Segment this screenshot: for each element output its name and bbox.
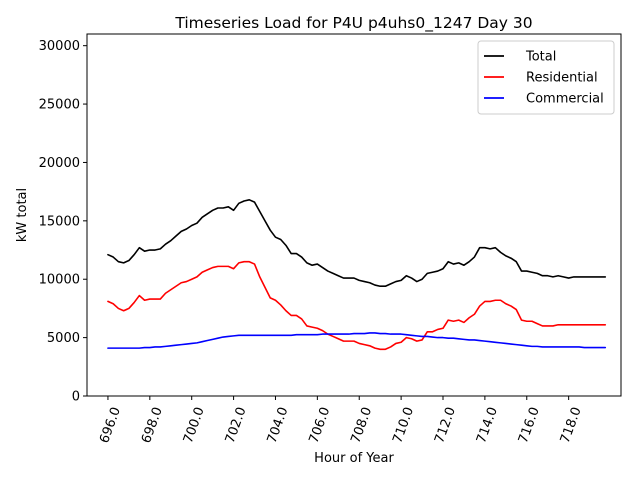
series-line-commercial — [107, 332, 607, 349]
series-line-total — [107, 199, 607, 288]
legend-label-commercial: Commercial — [526, 92, 604, 107]
x-tick-label: 702.0 — [223, 405, 250, 445]
x-tick-label: 696.0 — [97, 405, 124, 445]
y-tick-label: 25000 — [39, 98, 80, 113]
legend-label-total: Total — [525, 50, 556, 65]
y-tick-label: 0 — [72, 390, 80, 405]
chart-title: Timeseries Load for P4U p4uhs0_1247 Day … — [174, 14, 532, 33]
plot-frame — [86, 33, 622, 397]
legend-box — [477, 40, 615, 115]
x-tick-label: 718.0 — [558, 405, 585, 445]
plot-area — [86, 33, 622, 397]
x-tick-label: 706.0 — [307, 405, 334, 445]
legend: Total Residential Commercial — [477, 40, 615, 115]
legend-label-residential: Residential — [526, 71, 598, 86]
x-tick-label: 712.0 — [432, 405, 459, 445]
x-tick-label: 710.0 — [390, 405, 417, 445]
y-tick-label: 10000 — [39, 273, 80, 288]
x-tick-label: 704.0 — [265, 405, 292, 445]
y-tick-label: 15000 — [39, 214, 80, 229]
x-tick-label: 698.0 — [139, 405, 166, 445]
y-tick-label: 30000 — [39, 39, 80, 54]
series-line-residential — [107, 260, 607, 351]
x-tick-label: 700.0 — [181, 405, 208, 445]
x-tick-label: 708.0 — [348, 405, 375, 445]
x-axis: 696.0 698.0 700.0 702.0 704.0 706.0 708.0 710.0… — [97, 396, 585, 445]
x-tick-label: 716.0 — [516, 405, 543, 445]
x-tick-label: 714.0 — [474, 405, 501, 445]
y-tick-label: 5000 — [47, 331, 80, 346]
y-tick-label: 20000 — [39, 156, 80, 171]
y-axis: 0 5000 10000 15000 20000 25000 30000 — [39, 39, 87, 405]
y-axis-title: kW total — [15, 188, 30, 242]
x-axis-title: Hour of Year — [314, 451, 394, 466]
